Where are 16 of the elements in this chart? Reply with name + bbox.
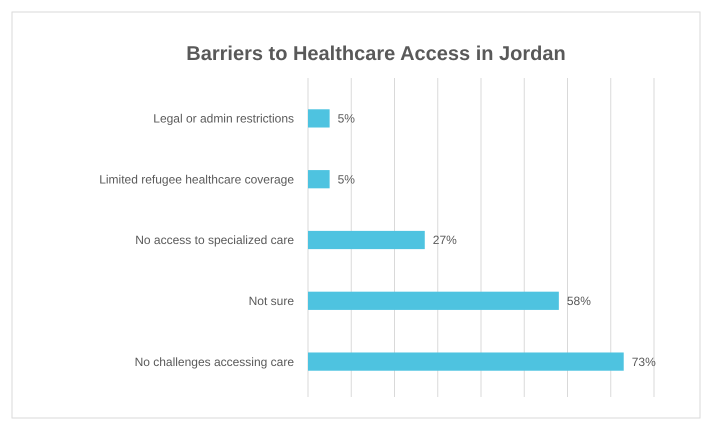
- y-tick-label: No access to specialized care: [135, 233, 294, 248]
- y-tick-label: Not sure: [248, 294, 294, 308]
- bar: [308, 109, 330, 128]
- data-label: 5%: [338, 172, 356, 186]
- y-tick-label: Limited refugee healthcare coverage: [99, 172, 294, 186]
- bar: [308, 230, 425, 250]
- data-label: 5%: [338, 112, 356, 126]
- bar: [308, 352, 624, 371]
- bar: [308, 292, 559, 310]
- y-tick-label: Legal or admin restrictions: [153, 112, 294, 126]
- y-tick-label: No challenges accessing care: [134, 354, 294, 369]
- data-label: 27%: [432, 233, 458, 248]
- chart-title: Barriers to Healthcare Access in Jordan: [186, 43, 566, 65]
- bar: [308, 170, 330, 188]
- data-label: 58%: [566, 294, 592, 308]
- data-label: 73%: [632, 354, 656, 369]
